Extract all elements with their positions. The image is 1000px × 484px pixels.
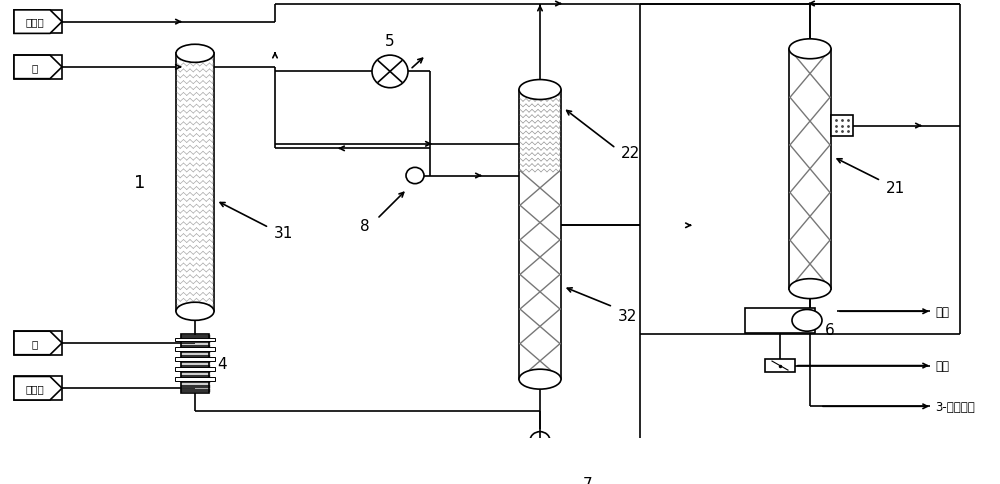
Bar	[831, 116, 853, 137]
Ellipse shape	[789, 40, 831, 60]
Text: 5: 5	[385, 34, 395, 49]
Bar	[14, 332, 62, 355]
Ellipse shape	[792, 310, 822, 332]
Polygon shape	[14, 56, 62, 79]
Ellipse shape	[519, 369, 561, 389]
Polygon shape	[14, 332, 62, 355]
Bar	[181, 334, 209, 393]
Polygon shape	[14, 11, 62, 34]
Bar	[14, 11, 62, 34]
Bar	[14, 377, 62, 400]
Bar	[175, 378, 215, 381]
Text: 3-羟基丙醒: 3-羟基丙醒	[935, 400, 975, 413]
Text: 8: 8	[360, 218, 370, 233]
Text: 21: 21	[886, 181, 905, 196]
Text: 丙烯醒: 丙烯醒	[25, 383, 44, 393]
Polygon shape	[14, 377, 62, 400]
Bar	[745, 308, 815, 333]
Text: 22: 22	[621, 146, 640, 161]
Bar	[175, 348, 215, 351]
Ellipse shape	[519, 80, 561, 100]
Ellipse shape	[176, 302, 214, 321]
Bar	[789, 50, 831, 289]
Text: 7: 7	[583, 476, 593, 484]
Text: 丙烯醒: 丙烯醒	[25, 17, 44, 28]
Text: 水: 水	[31, 338, 38, 348]
Text: 凝液: 凝液	[935, 359, 949, 372]
Text: 蒸汽: 蒸汽	[935, 305, 949, 318]
Text: 4: 4	[217, 356, 227, 371]
Text: 6: 6	[825, 322, 835, 337]
Text: 1: 1	[134, 174, 146, 192]
Ellipse shape	[176, 45, 214, 63]
Text: 31: 31	[274, 225, 293, 240]
Bar	[175, 338, 215, 341]
Bar	[175, 368, 215, 371]
Bar	[175, 358, 215, 362]
Bar	[14, 56, 62, 79]
Bar	[765, 360, 795, 372]
Bar	[176, 54, 214, 312]
Ellipse shape	[789, 279, 831, 299]
Text: 32: 32	[618, 308, 637, 323]
Text: 水: 水	[31, 63, 38, 73]
Bar	[519, 91, 561, 379]
